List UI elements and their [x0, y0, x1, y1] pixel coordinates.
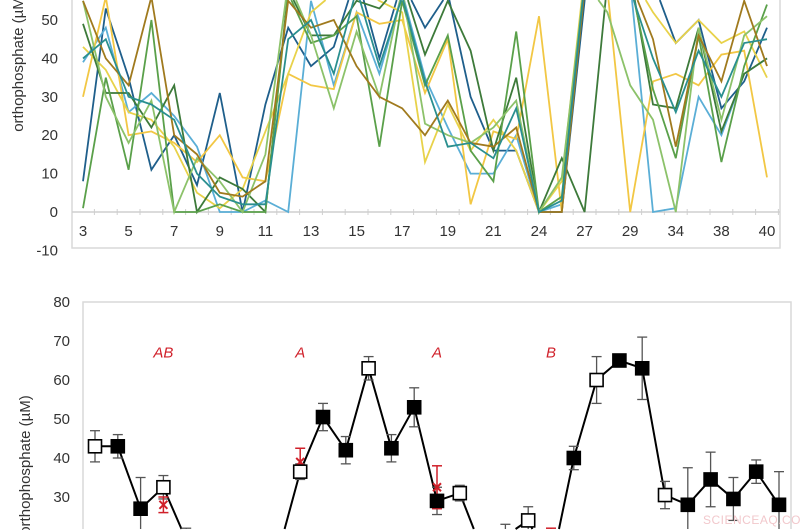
open-square-marker	[520, 513, 536, 528]
y-axis-title: orthophosphate (µM)	[17, 395, 34, 530]
x-tick-label: 27	[576, 223, 593, 240]
watermark: SCIENCEAQ.COM	[703, 513, 800, 527]
filled-square-marker	[566, 450, 582, 466]
x-tick-label: 15	[348, 223, 365, 240]
red-x-marker	[158, 500, 169, 510]
filled-square-marker	[315, 409, 331, 425]
y-tick-label: 40	[53, 450, 70, 467]
significance-label: A	[294, 345, 305, 362]
series-line-s8	[82, 0, 768, 213]
open-square-marker	[657, 487, 673, 503]
x-tick-label: 5	[124, 223, 132, 240]
filled-square-marker	[406, 399, 422, 415]
red-x-marker	[432, 482, 442, 492]
open-square-marker	[589, 372, 604, 388]
open-square-marker	[452, 485, 468, 501]
filled-square-marker	[384, 440, 399, 456]
y-tick-label: 40	[41, 50, 58, 67]
open-square-marker	[292, 464, 308, 479]
y-tick-label: 20	[41, 127, 58, 144]
open-square-marker	[87, 438, 103, 454]
x-tick-label: 29	[622, 223, 639, 240]
filled-square-marker	[748, 464, 764, 479]
series-line-s5	[82, 0, 768, 216]
filled-square-marker	[703, 472, 718, 487]
x-tick-label: 3	[79, 223, 87, 240]
y-tick-label: 30	[41, 89, 58, 106]
y-tick-label: 30	[53, 489, 70, 506]
filled-square-marker	[133, 501, 148, 517]
plot-frame	[71, 0, 781, 249]
x-tick-label: 38	[713, 223, 730, 240]
significance-label: B	[546, 345, 556, 362]
y-tick-label: 50	[41, 12, 58, 29]
significance-label: AB	[152, 345, 173, 362]
filled-square-marker	[634, 360, 650, 376]
filled-square-marker	[338, 442, 354, 458]
filled-square-marker	[771, 497, 787, 513]
y-tick-label: 0	[50, 204, 58, 221]
filled-square-marker	[429, 493, 445, 509]
y-tick-label: 80	[53, 294, 70, 311]
x-tick-label: 24	[531, 223, 548, 240]
filled-square-marker	[680, 497, 696, 513]
x-tick-label: 7	[170, 223, 178, 240]
significance-label: A	[431, 345, 442, 362]
series-line-s7	[82, 0, 768, 216]
top-line-chart: 3 5 7 9 11 13 15 17 19 21 24 27 29 34 38 40 -10 0 10 20 30 40…	[10, 0, 781, 259]
open-square-marker	[156, 479, 171, 495]
x-tick-label: 34	[667, 223, 684, 240]
x-tick-label: 11	[258, 223, 274, 240]
x-tick-label: 13	[303, 223, 320, 240]
filled-square-marker	[110, 438, 126, 454]
series-line-s1	[82, 0, 768, 213]
y-tick-label: 60	[53, 372, 70, 389]
plot-frame	[82, 301, 792, 529]
y-tick-label: -10	[36, 242, 58, 259]
y-tick-label: 50	[53, 411, 70, 428]
y-tick-label: 10	[41, 166, 58, 183]
x-tick-label: 9	[216, 223, 224, 240]
x-tick-label: 19	[439, 223, 456, 240]
x-tick-label: 21	[485, 223, 502, 240]
x-tick-label: 17	[394, 223, 411, 240]
series-line-s9	[82, 0, 768, 214]
y-axis-title: orthophosphate (µM)	[10, 0, 27, 132]
filled-square-marker	[612, 353, 627, 368]
x-tick-label: 40	[759, 223, 776, 240]
filled-square-marker	[726, 491, 741, 507]
y-tick-label: 70	[53, 333, 70, 350]
open-square-marker	[361, 360, 376, 376]
series-group	[82, 0, 768, 216]
